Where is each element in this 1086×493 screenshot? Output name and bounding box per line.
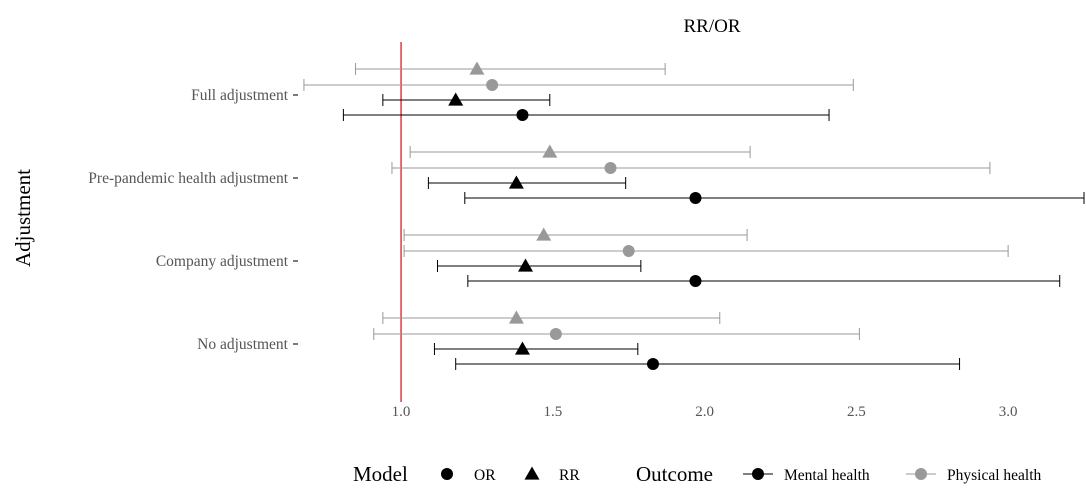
error-bar-group <box>455 358 961 370</box>
data-point <box>622 245 635 257</box>
data-point <box>514 341 530 355</box>
legend-title-model: Model <box>353 462 408 486</box>
error-bar-group <box>427 175 627 189</box>
plot-area: 1.0 1.5 2.0 2.5 3.0 Full adjustment Pre-pandem… <box>88 42 1085 420</box>
error-bar-group <box>467 275 1061 287</box>
error-bar-group <box>382 310 721 324</box>
data-point <box>469 61 485 75</box>
legend-marker <box>752 468 764 480</box>
legend-label: Physical health <box>947 467 1042 484</box>
data-point <box>486 79 499 91</box>
legend-label: Mental health <box>784 467 870 484</box>
data-point <box>516 109 529 121</box>
data-point <box>646 358 659 370</box>
error-bar-group <box>342 109 830 121</box>
data-point <box>508 175 524 189</box>
legend: Model OR RR Outcome Mental health Physical he… <box>353 462 1042 486</box>
data-point <box>689 275 702 287</box>
error-bar-group <box>373 328 860 340</box>
x-tick-label: 2.5 <box>847 404 866 420</box>
data-point <box>448 92 464 106</box>
legend-title-outcome: Outcome <box>636 462 713 486</box>
legend-marker <box>441 468 453 480</box>
x-tick-label: 1.0 <box>392 404 411 420</box>
error-bar-group <box>436 258 642 272</box>
error-bar-group <box>403 227 748 241</box>
x-tick-label: 2.0 <box>695 404 714 420</box>
data-point <box>549 328 562 340</box>
y-tick-label: Pre-pandemic health adjustment <box>88 170 288 187</box>
y-axis-title: Adjustment <box>11 169 35 267</box>
error-bar-group <box>409 144 751 158</box>
error-bar-group <box>382 92 551 106</box>
legend-marker <box>524 466 540 480</box>
x-tick-label: 1.5 <box>543 404 562 420</box>
legend-label: OR <box>474 467 496 484</box>
error-bar-group <box>464 192 1085 204</box>
x-tick-label: 3.0 <box>999 404 1018 420</box>
data-point <box>508 310 524 324</box>
data-point <box>536 227 552 241</box>
chart-title: RR/OR <box>683 16 740 37</box>
error-bar-group <box>391 162 991 174</box>
y-tick-label: No adjustment <box>197 336 289 353</box>
legend-label: RR <box>559 467 580 484</box>
data-point <box>542 144 558 158</box>
error-bar-group <box>433 341 639 355</box>
error-bar-group <box>403 245 1009 257</box>
y-tick-label: Company adjustment <box>156 253 289 270</box>
legend-marker <box>915 468 927 480</box>
error-bar-group <box>303 79 854 91</box>
data-point <box>518 258 534 272</box>
data-point <box>604 162 617 174</box>
error-bar-group <box>355 61 666 75</box>
data-point <box>689 192 702 204</box>
y-tick-label: Full adjustment <box>191 87 289 104</box>
